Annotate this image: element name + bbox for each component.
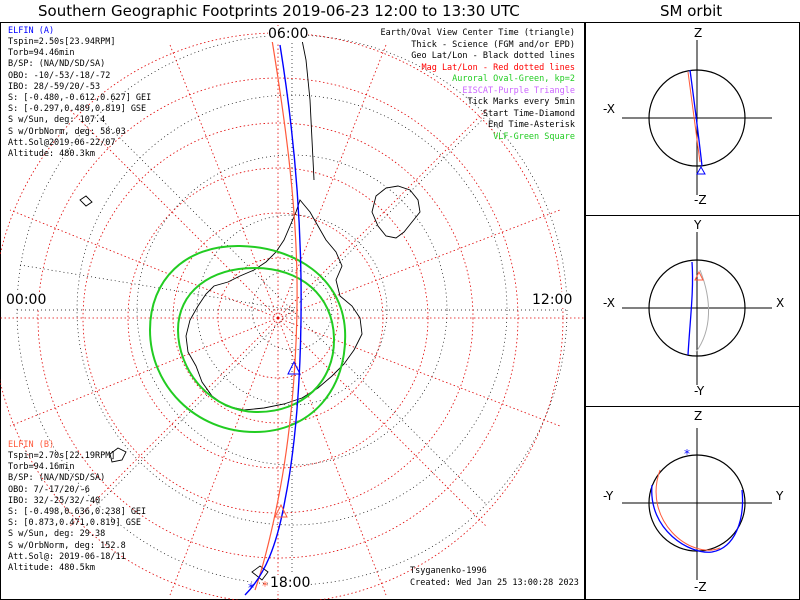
sm1-bottom-label: -Z [694,193,707,207]
elfin-a-line: S: [-0.297,0.489,0.819] GSE [8,104,147,115]
elfin-a-line: S: [-0.480,-0.612,0.627] GEI [8,93,152,104]
elfin-b-line: Altitude: 480.5km [8,563,95,574]
elfin-a-line: Altitude: 480.3km [8,149,95,160]
sm1-left-label: -X [603,102,615,116]
legend-science: Thick - Science (FGM and/or EPD) [411,39,575,50]
legend-eiscat: EISCAT-Purple Triangle [462,85,575,96]
sm2-top-label: Y [694,218,702,232]
elfin-b-end-asterisk: * [262,579,268,593]
elfin-b-line: OBO: 7/-17/20/-6 [8,484,90,495]
time-label-bottom: 18:00 [270,575,311,591]
sm1-top-label: Z [694,26,703,40]
sm3-right-label: Y [776,489,784,503]
time-label-right: 12:00 [532,292,573,308]
sm-orbit-title: SM orbit [660,2,723,20]
elfin-a-view-center-triangle [287,360,301,375]
sm2-right-label: X [776,296,785,310]
elfin-b-view-center-triangle [274,503,288,518]
sm3-left-label: -Y [603,489,614,503]
elfin-b-line: Tspin=2.70s[22.19RPM] [8,451,116,461]
elfin-a-line: B/SP: (NA/ND/SD/SA) [8,59,106,70]
legend-start-time: Start Time-Diamond [482,108,575,119]
polar-map: * * [0,25,585,600]
elfin-b-line: S: [-0.498,0.636,0.238] GEI [8,507,147,518]
elfin-b-line: Torb=94.16min [8,462,75,473]
figure-title: Southern Geographic Footprints 2019-06-2… [38,2,520,20]
time-label-top: 06:00 [268,26,309,42]
legend-vlf: VLF-Green Square [493,131,575,142]
legend: Earth/Oval View Center Time (triangle) T… [381,28,575,143]
elfin-b-line: B/SP: (NA/ND/SD/SA) [8,473,106,484]
sm3-top-label: Z [694,409,703,423]
model-label: Tsyganenko-1996 [410,566,487,576]
sm-panel-1-graphics [622,40,772,195]
elfin-b-info: Tspin=2.70s[22.19RPM] Torb=94.16min B/SP… [8,451,146,574]
elfin-b-line: Att.Sol@: 2019-06-18/11 [8,551,126,562]
sm-panel-frame-1 [585,22,800,216]
sm-panel-3-graphics: * [622,428,772,580]
elfin-a-line: Att.Sol@2019-06-22/07 [8,137,116,148]
elfin-b-track [254,39,298,591]
elfin-a-info: Tspin=2.50s[23.94RPM] Torb=94.46min B/SP… [8,37,151,160]
svg-text:*: * [684,447,690,461]
elfin-a-line: S w/OrbNorm, deg: 58.03 [8,126,126,137]
created-timestamp: Created: Wed Jan 25 13:00:28 2023 [410,578,579,588]
legend-auroral-oval: Auroral Oval-Green, kp=2 [452,74,575,84]
legend-mag-grid: Mag Lat/Lon - Red dotted lines [421,62,575,73]
legend-end-time: End Time-Asterisk [488,120,575,130]
sm-panel-frame-2 [585,215,800,407]
sm3-bottom-label: -Z [694,580,707,594]
auroral-oval [148,244,347,434]
elfin-a-line: S w/Sun, deg: 107.4 [8,115,106,126]
elfin-a-end-asterisk: * [248,581,254,595]
elfin-b-line: S w/OrbNorm, deg: 152.8 [8,540,126,551]
mag-grid [0,25,585,600]
south-america-coastline [299,29,421,239]
time-label-left: 00:00 [6,292,47,308]
antarctica-coastline [185,199,363,411]
elfin-b-line: S: [0.873,0.471,0.819] GSE [8,518,142,529]
elfin-a-line: OBO: -10/-53/-18/-72 [8,70,111,81]
elfin-a-line: Tspin=2.50s[23.94RPM] [8,37,116,47]
elfin-a-line: Torb=94.46min [8,48,75,59]
sm2-bottom-label: -Y [694,384,705,398]
elfin-b-line: IBO: 32/-25/32/-40 [8,495,101,506]
sm-panel-2-graphics [622,232,772,385]
elfin-a-name: ELFIN (A) [8,26,55,36]
sm2-left-label: -X [603,296,615,310]
elfin-b-name: ELFIN (B) [8,440,55,450]
legend-tick-marks: Tick Marks every 5min [467,97,575,107]
legend-geo-grid: Geo Lat/Lon - Black dotted lines [411,51,575,61]
elfin-a-track [244,44,302,596]
legend-view-center: Earth/Oval View Center Time (triangle) [380,28,575,38]
elfin-b-line: S w/Sun, deg: 29.38 [8,529,106,540]
elfin-a-line: IBO: 28/-59/20/-53 [8,81,101,92]
